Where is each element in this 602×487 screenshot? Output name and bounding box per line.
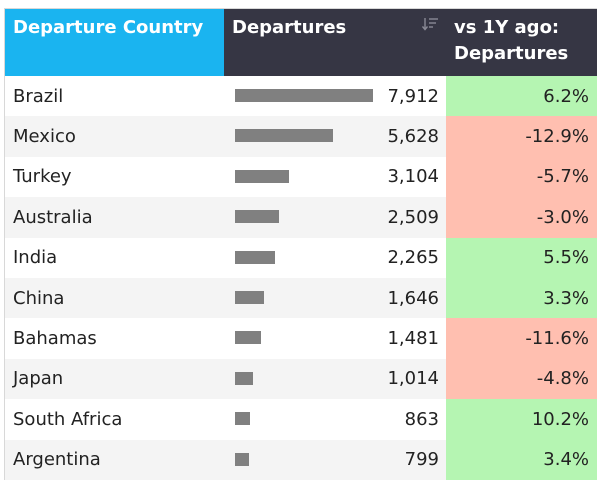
change-header-label: vs 1Y ago: Departures [454, 17, 569, 64]
table-row[interactable]: Brazil 7,912 6.2% [5, 76, 597, 117]
departures-bar [235, 452, 249, 466]
country-cell: Mexico [13, 126, 76, 148]
departures-value: 7,912 [387, 85, 439, 107]
country-cell: India [13, 247, 58, 269]
change-value: 6.2% [446, 76, 597, 117]
departures-bar [235, 89, 373, 102]
departures-value: 2,265 [387, 247, 439, 269]
table-row[interactable]: India 2,265 5.5% [5, 237, 597, 278]
departures-value: 3,104 [387, 166, 439, 188]
table-row[interactable]: Bahamas 1,481 -11.6% [5, 318, 597, 359]
change-value: 5.5% [446, 237, 597, 278]
departures-bar [235, 169, 290, 183]
sort-descending-icon[interactable] [422, 17, 438, 31]
country-cell: Bahamas [13, 328, 97, 350]
change-value: 10.2% [446, 399, 597, 440]
change-value: -3.0% [446, 197, 597, 238]
departures-value: 863 [404, 408, 439, 430]
table-row[interactable]: Mexico 5,628 -12.9% [5, 116, 597, 157]
table-header: Departure Country Departures vs 1Y ago: … [5, 9, 597, 76]
departures-value: 5,628 [387, 126, 439, 148]
departures-value: 2,509 [387, 206, 439, 228]
departures-bar [235, 412, 251, 426]
country-cell: Australia [13, 206, 93, 228]
change-value: 3.3% [446, 278, 597, 319]
table-row[interactable]: South Africa 863 10.2% [5, 399, 597, 440]
country-cell: Argentina [13, 449, 101, 471]
country-cell: Turkey [13, 166, 72, 188]
table-row[interactable]: China 1,646 3.3% [5, 278, 597, 319]
change-value: -5.7% [446, 156, 597, 198]
country-cell: Brazil [13, 85, 64, 107]
departures-value: 1,646 [387, 287, 439, 309]
departures-table: Departure Country Departures vs 1Y ago: … [4, 8, 597, 480]
table-row[interactable]: Turkey 3,104 -5.7% [5, 156, 597, 198]
departures-value: 799 [404, 449, 439, 471]
country-cell: South Africa [13, 408, 123, 430]
departures-header-label: Departures [232, 17, 347, 38]
table-row[interactable]: Japan 1,014 -4.8% [5, 358, 597, 400]
country-cell: Japan [13, 368, 64, 390]
departures-column-header[interactable]: Departures [224, 9, 446, 76]
country-cell: China [13, 287, 65, 309]
departures-value: 1,481 [387, 328, 439, 350]
country-column-header[interactable]: Departure Country [5, 9, 224, 76]
departures-bar [235, 210, 279, 224]
departures-bar [235, 371, 253, 385]
change-value: -4.8% [446, 358, 597, 400]
change-value: 3.4% [446, 439, 597, 480]
change-value: -11.6% [446, 318, 597, 359]
departures-bar [235, 129, 334, 143]
departures-bar [235, 250, 275, 264]
change-column-header[interactable]: vs 1Y ago: Departures [446, 9, 597, 76]
departures-bar [235, 291, 264, 304]
country-header-label: Departure Country [13, 17, 204, 38]
departures-value: 1,014 [387, 368, 439, 390]
table-row[interactable]: Australia 2,509 -3.0% [5, 197, 597, 238]
table-row[interactable]: Argentina 799 3.4% [5, 439, 597, 480]
change-value: -12.9% [446, 116, 597, 157]
departures-bar [235, 331, 261, 345]
